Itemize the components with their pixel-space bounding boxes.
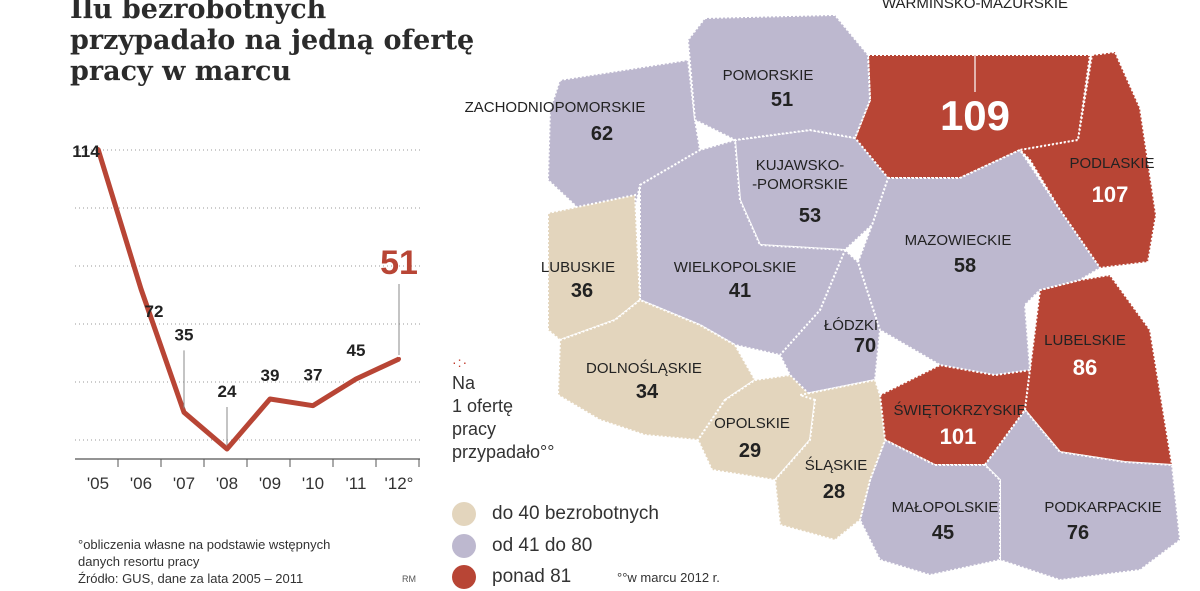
region-label: MAŁOPOLSKIE — [892, 499, 999, 516]
region-label: ŚWIĘTOKRZYSKIE — [893, 401, 1026, 419]
x-tick-label: '07 — [173, 474, 195, 493]
data-point — [311, 403, 315, 408]
region-value: 45 — [932, 522, 954, 544]
region-value: 101 — [940, 424, 977, 449]
data-label: 114 — [72, 142, 100, 161]
region-value: 62 — [591, 123, 613, 145]
legend-swatch-high — [452, 565, 476, 589]
data-point — [96, 147, 100, 151]
legend-item-low: do 40 bezrobotnych — [452, 500, 659, 528]
region-label: ŚLĄSKIE — [805, 456, 868, 474]
data-label: 51 — [380, 244, 418, 282]
region-value: 58 — [954, 255, 976, 277]
region-value: 107 — [1092, 182, 1129, 207]
data-point — [182, 410, 186, 415]
region-value: 53 — [799, 205, 821, 227]
data-point — [225, 447, 229, 451]
region-opolskie — [696, 373, 817, 482]
region-wielkopolskie — [639, 138, 847, 357]
author-credit: RM — [402, 574, 416, 584]
region-value: 41 — [729, 280, 751, 302]
region-śląskie — [773, 378, 887, 542]
region-kujawsko-pomorskie — [733, 128, 890, 252]
region-mazowieckie — [856, 148, 1102, 377]
data-label: 39 — [261, 366, 280, 385]
x-tick-label: '06 — [130, 474, 152, 493]
region-label: OPOLSKIE — [714, 415, 790, 432]
x-tick-label: '12° — [385, 474, 414, 493]
legend-item-mid: od 41 do 80 — [452, 532, 592, 560]
legend-label-mid: od 41 do 80 — [492, 535, 593, 556]
data-point — [268, 397, 272, 401]
legend-swatch-low — [452, 502, 476, 526]
data-label: 72 — [145, 302, 164, 321]
region-label: ZACHODNIOPOMORSKIE — [465, 99, 646, 116]
legend-dots-icon: ·:· — [452, 354, 469, 370]
region-label: LUBELSKIE — [1044, 332, 1126, 349]
region-zachodniopomorskie — [546, 58, 702, 212]
region-label: WARMIŃSKO-MAZURSKIE — [882, 0, 1068, 12]
data-label: 35 — [175, 325, 194, 344]
region-value: 86 — [1073, 355, 1097, 380]
region-label: DOLNOŚLĄSKIE — [586, 359, 702, 377]
data-point — [354, 377, 358, 381]
region-label: MAZOWIECKIE — [905, 232, 1012, 249]
legend-item-high: ponad 81 — [452, 563, 571, 591]
region-value: 51 — [771, 89, 793, 111]
footnote: °obliczenia własne na podstawie wstępnyc… — [78, 537, 331, 586]
data-point — [397, 357, 401, 361]
region-label: PODKARPACKIE — [1044, 499, 1161, 516]
region-label: ŁÓDZKIE — [824, 317, 888, 334]
line-chart: '05 '06 '07 '08 '09 '10 '11 '12° 114 72 35 24 39 37 45… — [72, 142, 420, 493]
series-line — [95, 148, 401, 452]
region-label: KUJAWSKO- — [756, 157, 845, 174]
region-label: WIELKOPOLSKIE — [674, 259, 797, 276]
legend-label-low: do 40 bezrobotnych — [492, 503, 659, 524]
x-tick-label: '08 — [216, 474, 238, 493]
chart-title: Ilu bezrobotnych przypadało na jedną ofe… — [70, 0, 475, 87]
region-value: 28 — [823, 481, 845, 503]
legend-heading: Na 1 ofertę pracy przypadało°° — [452, 373, 555, 462]
region-pomorskie — [686, 13, 872, 142]
region-value: 70 — [854, 335, 876, 357]
region-podkarpackie — [983, 408, 1182, 582]
x-tick-label: '09 — [259, 474, 281, 493]
region-dolnośląskie — [556, 298, 757, 442]
region-label: PODLASKIE — [1069, 155, 1154, 172]
legend-swatch-mid — [452, 534, 476, 558]
x-tick-label: '05 — [87, 474, 109, 493]
data-label: 37 — [304, 366, 323, 385]
region-label: POMORSKIE — [723, 67, 814, 84]
region-label: -POMORSKIE — [752, 176, 848, 193]
march-note: °°w marcu 2012 r. — [617, 570, 720, 585]
data-point — [139, 287, 143, 291]
region-label: LUBUSKIE — [541, 259, 615, 276]
region-value: 34 — [636, 381, 659, 403]
region-value: 29 — [739, 440, 761, 462]
region-lubelskie — [1023, 273, 1174, 467]
x-tick-label: '10 — [302, 474, 324, 493]
legend-label-high: ponad 81 — [492, 566, 572, 587]
x-tick-label: '11 — [346, 474, 367, 493]
region-value: 109 — [940, 92, 1010, 139]
data-label: 24 — [218, 382, 237, 401]
region-value: 36 — [571, 280, 593, 302]
region-value: 76 — [1067, 522, 1089, 544]
data-label: 45 — [347, 341, 366, 360]
